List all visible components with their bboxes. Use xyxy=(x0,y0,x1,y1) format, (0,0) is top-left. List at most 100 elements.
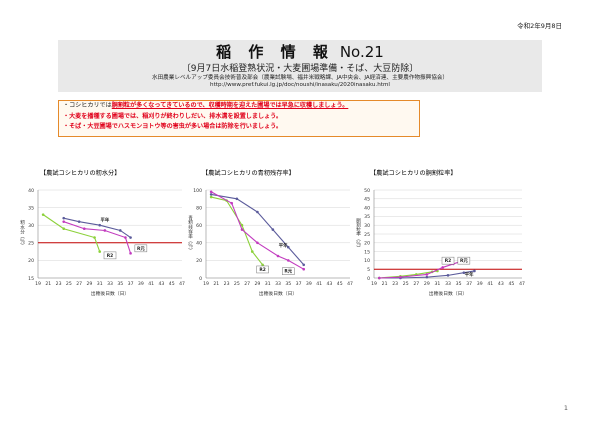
source-url[interactable]: http://www.pref.fukui.lg.jp/doc/noushi/i… xyxy=(210,82,390,88)
data-point xyxy=(240,228,244,231)
data-point xyxy=(62,227,66,231)
x-tick-label: 23 xyxy=(392,281,398,287)
x-tick-label: 37 xyxy=(296,281,302,287)
data-point xyxy=(235,197,239,201)
y-tick-label: 20 xyxy=(28,258,34,264)
series-label: R元 xyxy=(282,267,295,275)
x-tick-label: 27 xyxy=(413,281,419,287)
series-label: R元 xyxy=(134,244,148,253)
x-tick-label: 47 xyxy=(179,281,185,287)
x-tick-label: 19 xyxy=(371,281,377,287)
data-point xyxy=(103,229,107,232)
data-point xyxy=(302,263,306,267)
series-label-text: 平年 xyxy=(279,242,288,249)
series-label: 平年 xyxy=(279,242,288,249)
x-tick-label: 19 xyxy=(203,281,209,287)
x-tick-label: 21 xyxy=(45,281,51,287)
series-label: R元 xyxy=(457,256,471,265)
page-number: 1 xyxy=(563,404,568,412)
data-point xyxy=(41,213,45,216)
y-tick-label: 50 xyxy=(364,188,370,194)
data-point xyxy=(399,275,402,279)
x-tick-label: 35 xyxy=(456,281,462,287)
data-point xyxy=(209,193,213,196)
y-tick-label: 25 xyxy=(28,241,34,247)
data-point xyxy=(82,227,86,231)
x-tick-label: 37 xyxy=(128,281,134,287)
issue-number: No.21 xyxy=(339,43,384,61)
series-label-text: R元 xyxy=(137,245,145,252)
data-point xyxy=(98,223,102,227)
data-point xyxy=(271,228,275,231)
y-tick-label: 35 xyxy=(28,205,34,211)
series-label-box xyxy=(441,256,455,265)
issue-date: 令和2年9月8日 xyxy=(517,22,562,30)
series-label-text: R元 xyxy=(284,268,292,275)
y-tick-label: 15 xyxy=(28,276,34,282)
x-tick-label: 31 xyxy=(434,281,440,287)
x-tick-label: 23 xyxy=(224,281,230,287)
data-point xyxy=(250,250,254,253)
data-point xyxy=(425,273,429,276)
notice-line-1-emphasis: 胴割粒が多くなってきているので、収穫時期を迎えた圃場では早急に収穫しましょう。 xyxy=(111,102,349,109)
y-tick-label: 15 xyxy=(364,249,370,255)
data-point xyxy=(62,216,66,220)
y-tick-label: 100 xyxy=(193,188,202,194)
series-label-text: 平年 xyxy=(100,217,109,224)
x-tick-label: 27 xyxy=(244,281,250,287)
data-point xyxy=(446,274,450,277)
series-line-2 xyxy=(379,259,465,279)
series-label: R2 xyxy=(441,256,455,265)
chart-green-grain: 0 20 40 60 80 100 19 21 23 25 27 29 31 33 35 37 39 41 43 45… xyxy=(188,188,353,297)
title-text: 稲 作 情 報 xyxy=(216,43,334,61)
y-tick-label: 60 xyxy=(196,223,202,229)
series-line-0 xyxy=(63,217,131,238)
x-tick-label: 45 xyxy=(337,281,343,287)
data-point xyxy=(230,201,234,205)
series-line-1 xyxy=(211,196,269,270)
y-tick-label: 20 xyxy=(364,241,370,247)
chart-title-green-grain: 【農試コシヒカリの青籾残存率】 xyxy=(202,170,295,177)
x-tick-label: 33 xyxy=(107,281,113,287)
series-label-text: R2 xyxy=(107,253,113,259)
series-line-1 xyxy=(42,214,101,252)
x-tick-label: 21 xyxy=(382,281,388,287)
notice-line-3: ・そば・大豆圃場でハスモンヨトウ等の害虫が多い場合は防除を行いましょう。 xyxy=(63,123,283,130)
y-axis-label: 籾水分（％） xyxy=(20,219,25,248)
y-axis-label: 青籾残存率（％） xyxy=(188,215,193,253)
data-point xyxy=(473,269,476,273)
bulletin-header: 稲 作 情 報 No.21 〔9月7日水稲登熟状況・大麦圃場準備・そば、大豆防除〕… xyxy=(58,40,542,92)
chart-moisture: 15 20 25 30 35 40 19 21 23 25 27 29 31 33 35 37 39 41 43 45… xyxy=(20,188,185,297)
x-tick-label: 27 xyxy=(76,281,82,287)
series-label: 平年 xyxy=(465,271,474,278)
x-tick-label: 43 xyxy=(158,281,164,287)
data-point xyxy=(302,267,306,271)
y-tick-label: 5 xyxy=(367,267,370,273)
y-tick-label: 0 xyxy=(199,276,202,282)
notice-line-1-prefix: ・コシヒカリでは xyxy=(63,102,112,109)
data-point xyxy=(129,252,132,255)
x-tick-label: 43 xyxy=(498,281,504,287)
series-label-text: 平年 xyxy=(465,271,474,278)
y-tick-label: 30 xyxy=(28,223,34,229)
data-point xyxy=(425,275,429,279)
notice-line-1: ・コシヒカリでは胴割粒が多くなってきているので、収穫時期を迎えた圃場では早急に収… xyxy=(59,101,419,112)
x-tick-label: 35 xyxy=(285,281,291,287)
x-tick-label: 47 xyxy=(519,281,525,287)
y-tick-label: 0 xyxy=(367,276,370,282)
series-label-text: R元 xyxy=(460,257,468,264)
x-tick-label: 39 xyxy=(477,281,483,287)
series-label-box xyxy=(282,267,295,275)
chart-title-moisture: 【農試コシヒカリの籾水分】 xyxy=(40,170,121,177)
series-label: R2 xyxy=(256,265,269,274)
series-label: R2 xyxy=(103,251,117,260)
data-point xyxy=(209,195,213,199)
x-tick-label: 45 xyxy=(508,281,514,287)
x-axis-label: 出穂後日数（日） xyxy=(429,290,467,297)
x-tick-label: 37 xyxy=(466,281,472,287)
series-label: 平年 xyxy=(100,217,109,224)
series-label-text: R2 xyxy=(259,267,265,273)
x-tick-label: 29 xyxy=(254,281,260,287)
data-point xyxy=(462,271,466,275)
x-tick-label: 19 xyxy=(35,281,41,287)
